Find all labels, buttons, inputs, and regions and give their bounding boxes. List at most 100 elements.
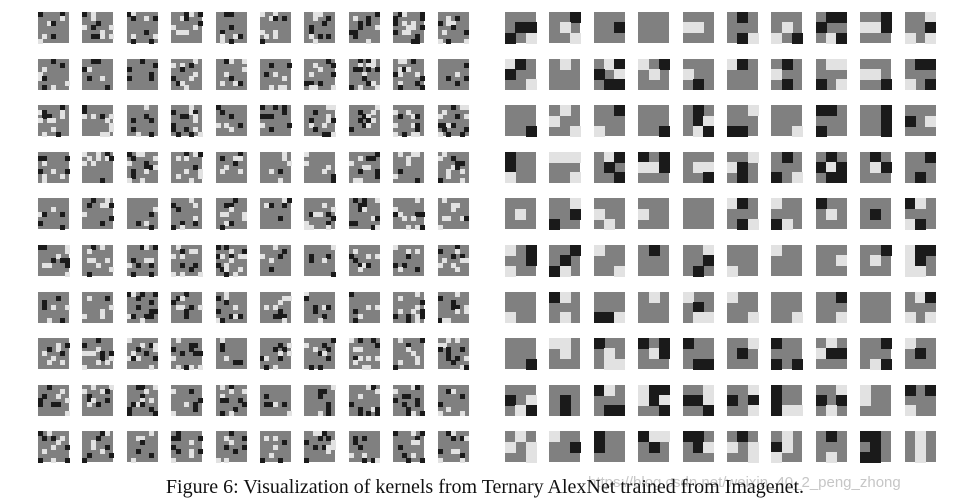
kernel-cell [614,22,626,34]
kernel-cell [193,58,199,64]
kernel-cell [38,402,43,408]
kernel-cell [224,58,230,64]
kernel-cell [219,34,225,40]
kernel-cell [82,151,88,157]
kernel-cell [286,122,292,128]
kernel-cell [393,211,399,217]
kernel-cell [193,118,199,124]
kernel-cell [55,131,61,137]
kernel-cell [153,342,159,348]
kernel-cell [393,313,399,319]
kernel-thumbnail [549,244,582,277]
kernel-cell [46,347,52,352]
kernel-cell [308,224,314,230]
kernel-thumbnail [304,244,336,277]
kernel-cell [437,295,443,301]
kernel-cell [104,131,110,137]
kernel-cell [441,151,447,157]
kernel-cell [42,393,48,399]
kernel-cell [215,122,221,128]
kernel-cell [419,338,425,344]
kernel-thumbnail [638,198,670,230]
kernel-cell [188,105,194,111]
kernel-cell [86,402,92,408]
kernel-cell [326,105,332,111]
kernel-cell [38,244,43,250]
kernel-cell [737,219,749,231]
kernel-cell [188,364,194,370]
kernel-cell [464,216,470,222]
kernel-cell [273,435,279,441]
kernel-cell [224,220,230,226]
kernel-cell [415,435,421,441]
kernel-cell [726,198,738,210]
kernel-cell [410,440,416,446]
kernel-cell [638,58,650,70]
kernel-cell [242,216,248,222]
kernel-cell [135,131,141,137]
kernel-cell [42,449,48,455]
kernel-cell [148,76,154,82]
kernel-cell [242,253,248,259]
kernel-cell [464,364,470,370]
kernel-cell [180,304,186,310]
kernel-cell [375,67,381,73]
kernel-cell [437,156,443,162]
kernel-cell [455,249,461,255]
kernel-thumbnail [171,58,203,91]
kernel-cell [268,169,274,175]
kernel-cell [366,156,372,162]
kernel-cell [184,12,190,17]
kernel-cell [228,127,234,133]
kernel-cell [135,355,141,361]
kernel-cell [188,63,194,69]
kernel-cell [464,29,470,35]
kernel-cell [304,80,310,86]
kernel-cell [108,25,114,31]
kernel-cell [880,162,892,174]
kernel-cell [193,25,199,31]
kernel-cell [357,178,363,184]
kernel-cell [393,389,399,395]
kernel-thumbnail [860,384,892,416]
kernel-cell [348,453,354,459]
kernel-cell [437,114,443,120]
kernel-cell [638,431,650,443]
kernel-cell [658,162,670,174]
kernel-cell [140,178,146,184]
kernel-cell [366,118,372,124]
kernel-cell [100,202,106,208]
kernel-cell [326,304,332,310]
kernel-cell [126,262,132,268]
kernel-cell [86,398,92,404]
kernel-cell [171,202,177,208]
kernel-cell [282,202,288,208]
kernel-cell [860,384,872,396]
kernel-cell [836,291,848,303]
kernel-cell [658,151,670,163]
kernel-cell [401,453,407,459]
kernel-cell [188,76,194,82]
kernel-cell [42,435,48,441]
kernel-cell [228,58,234,64]
kernel-cell [357,444,363,450]
kernel-cell [60,389,66,395]
kernel-cell [415,131,421,137]
kernel-cell [326,58,332,64]
kernel-cell [914,265,926,277]
kernel-cell [46,384,52,390]
kernel-cell [362,262,368,268]
kernel-cell [914,291,926,303]
kernel-thumbnail [171,198,203,230]
kernel-cell [95,360,101,366]
kernel-cell [747,32,759,44]
kernel-thumbnail [593,12,626,43]
kernel-cell [282,151,288,157]
kernel-thumbnail [171,244,203,277]
kernel-cell [353,178,359,184]
kernel-cell [277,313,283,319]
kernel-cell [410,453,416,459]
kernel-cell [446,318,452,324]
kernel-cell [604,219,616,231]
